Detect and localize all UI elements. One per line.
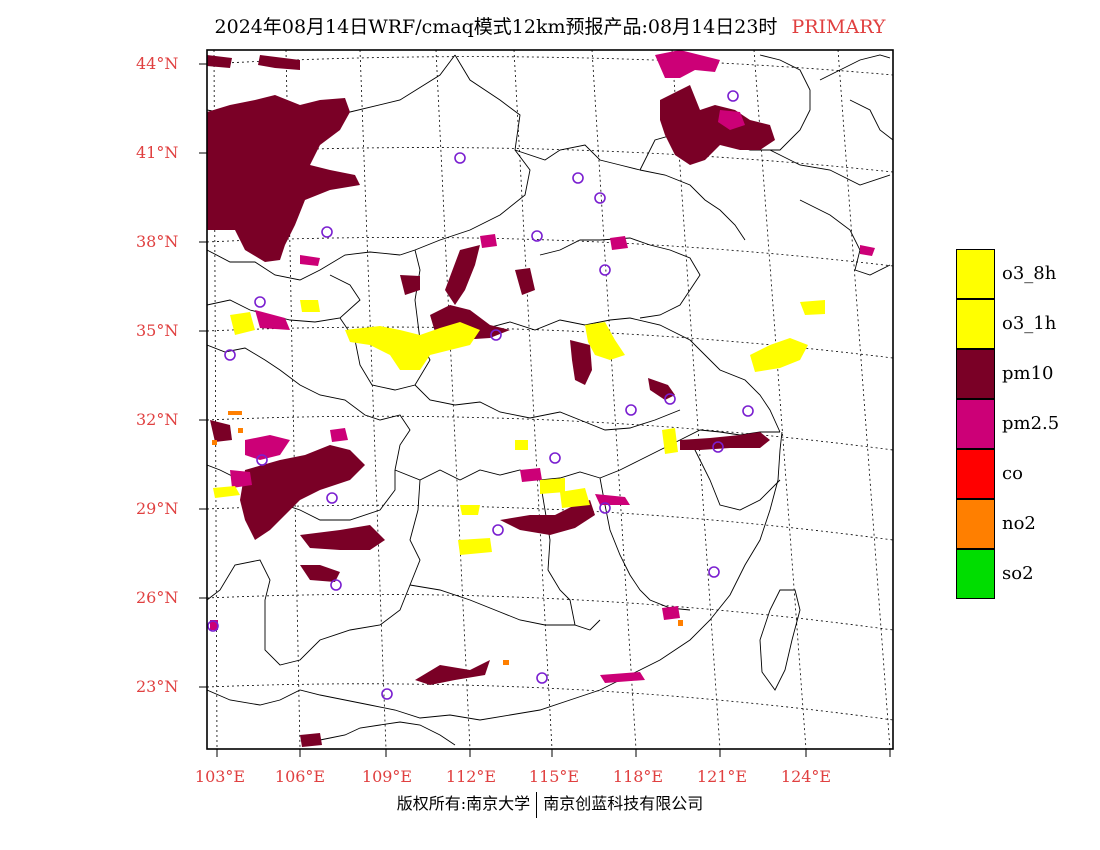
copyright-right: 南京创蓝科技有限公司: [543, 794, 704, 813]
lon-label-103: 103°E: [194, 767, 246, 786]
lon-label-118: 118°E: [612, 767, 664, 786]
map-frame: [206, 49, 894, 750]
station-markers: [207, 90, 754, 700]
legend-swatch: [956, 249, 995, 299]
pm10-patches: [207, 55, 775, 747]
legend-swatch: [956, 449, 995, 499]
map-content: [207, 50, 893, 749]
axis-ticks: [199, 63, 891, 757]
map-title: 2024年08月14日WRF/cmaq模式12km预报产品:08月14日23时 P…: [0, 12, 1100, 39]
title-main: 2024年08月14日WRF/cmaq模式12km预报产品:08月14日23时: [214, 16, 778, 38]
legend-label: so2: [1002, 563, 1034, 584]
legend-swatch: [956, 299, 995, 349]
no2-patches: [212, 411, 683, 665]
lat-label-23: 23°N: [136, 677, 179, 696]
footer-divider: [536, 791, 538, 818]
lat-label-26: 26°N: [136, 588, 179, 607]
lat-label-38: 38°N: [136, 232, 179, 251]
legend-label: pm2.5: [1002, 413, 1060, 434]
legend-swatch: [956, 499, 995, 549]
legend-label: co: [1002, 463, 1023, 484]
legend-label: o3_1h: [1002, 313, 1057, 334]
lat-label-32: 32°N: [136, 410, 179, 429]
lat-label-29: 29°N: [136, 499, 179, 518]
o3-patches: [213, 300, 825, 555]
legend-label: pm10: [1002, 363, 1054, 384]
lon-label-124: 124°E: [780, 767, 832, 786]
lat-label-35: 35°N: [136, 321, 179, 340]
copyright-footer: 版权所有:南京大学 南京创蓝科技有限公司: [0, 790, 1100, 818]
lon-label-106: 106°E: [274, 767, 326, 786]
lon-label-112: 112°E: [445, 767, 497, 786]
legend-swatch: [956, 549, 995, 599]
lon-label-121: 121°E: [696, 767, 748, 786]
legend-swatch: [956, 349, 995, 399]
copyright-left: 版权所有:南京大学: [396, 794, 531, 813]
lon-label-109: 109°E: [361, 767, 413, 786]
title-tag: PRIMARY: [791, 16, 886, 38]
legend-swatch: [956, 399, 995, 449]
lat-label-41: 41°N: [136, 143, 179, 162]
legend-label: o3_8h: [1002, 263, 1057, 284]
lat-label-44: 44°N: [136, 54, 179, 73]
legend-label: no2: [1002, 513, 1036, 534]
lon-label-115: 115°E: [528, 767, 580, 786]
boundaries: [207, 54, 893, 746]
pm25-patches: [210, 50, 875, 683]
